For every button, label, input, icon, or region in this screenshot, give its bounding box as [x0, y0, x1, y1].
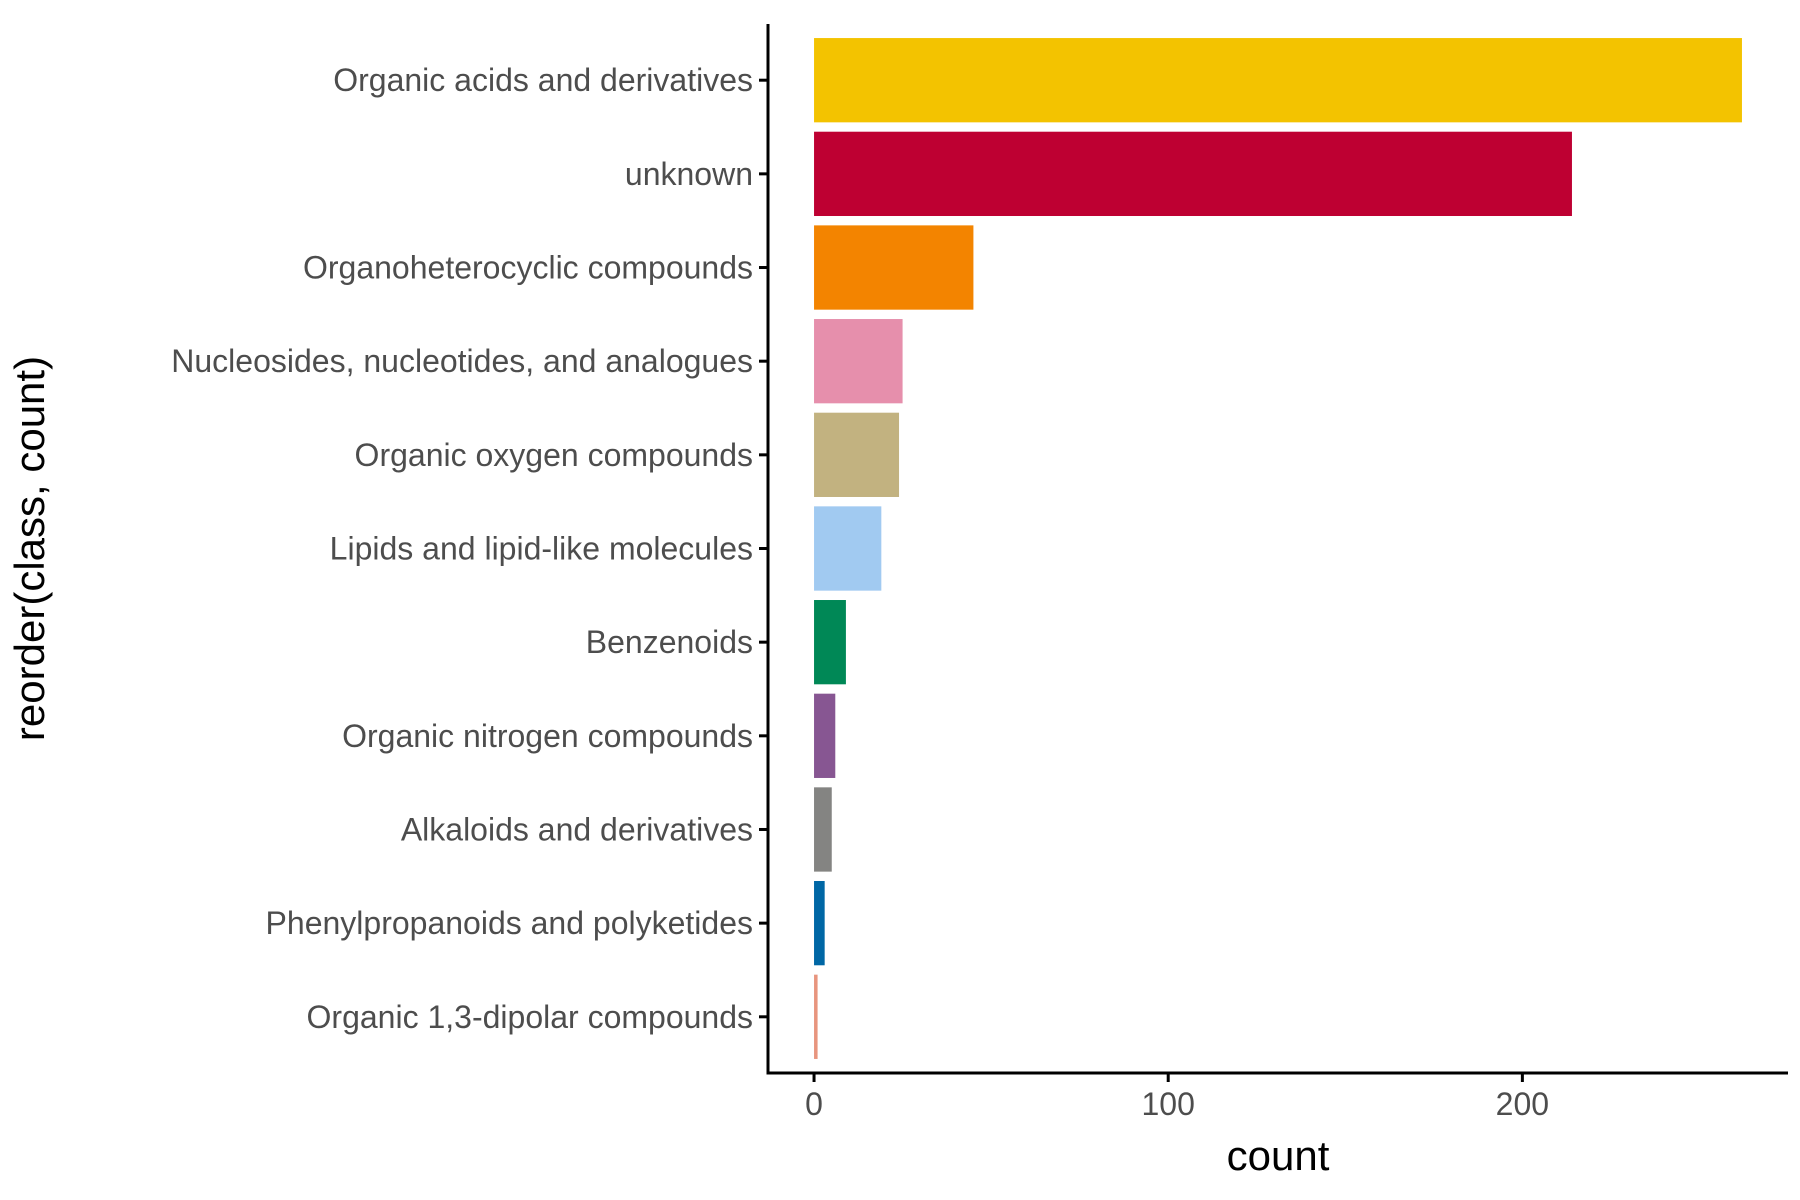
bar-2 — [814, 225, 974, 310]
x-tick-label: 200 — [1496, 1086, 1549, 1122]
x-tick-label: 100 — [1142, 1086, 1195, 1122]
x-tick-label: 0 — [805, 1086, 823, 1122]
bar-4 — [814, 412, 900, 497]
y-tick-label: Organoheterocyclic compounds — [303, 250, 753, 286]
x-axis-ticks: 0 100 200 — [805, 1073, 1549, 1122]
bar-10 — [814, 974, 818, 1059]
bar-3 — [814, 319, 903, 404]
bar-7 — [814, 693, 836, 778]
bar-1 — [814, 131, 1572, 217]
y-tick-label: Nucleosides, nucleotides, and analogues — [171, 343, 753, 379]
y-tick-label: unknown — [625, 156, 753, 192]
y-tick-label: Lipids and lipid-like molecules — [330, 531, 753, 567]
x-axis-title: count — [1227, 1132, 1330, 1179]
bar-5 — [814, 506, 882, 591]
bar-0 — [814, 38, 1742, 123]
y-axis-ticks: Organic acids and derivatives unknown Orga… — [171, 62, 768, 1035]
bars-layer — [814, 38, 1742, 1059]
bar-6 — [814, 600, 846, 685]
y-tick-label: Organic 1,3-dipolar compounds — [307, 999, 753, 1035]
bar-9 — [814, 880, 825, 966]
y-tick-label: Organic oxygen compounds — [355, 437, 753, 473]
bar-8 — [814, 787, 832, 872]
y-tick-label: Organic acids and derivatives — [333, 62, 753, 98]
y-axis-title: reorder(class, count) — [6, 356, 53, 741]
y-tick-label: Benzenoids — [586, 624, 753, 660]
y-tick-label: Alkaloids and derivatives — [401, 811, 753, 847]
y-tick-label: Phenylpropanoids and polyketides — [266, 905, 753, 941]
y-tick-label: Organic nitrogen compounds — [342, 718, 753, 754]
